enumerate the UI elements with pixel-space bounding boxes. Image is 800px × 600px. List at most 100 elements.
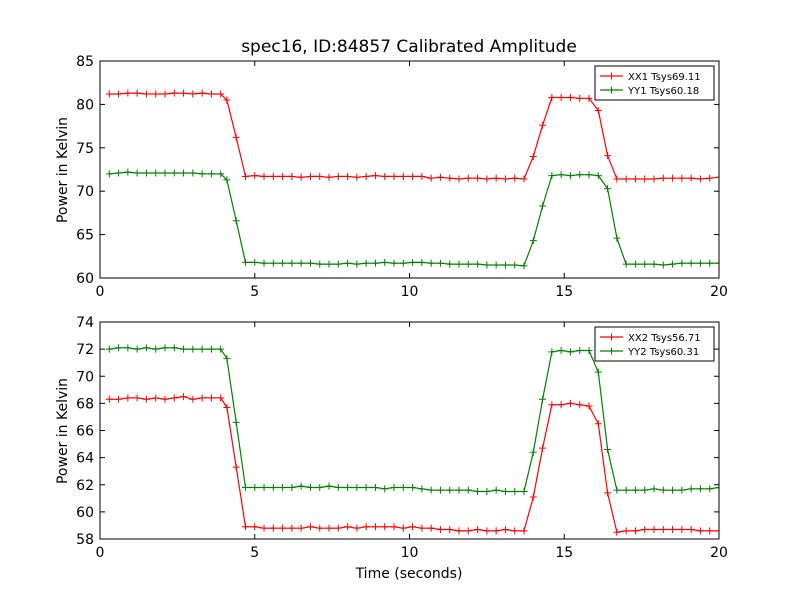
top-series-1-point [288,172,296,180]
top-series-2-point [557,171,565,179]
bottom-series-2-point [474,488,482,496]
top-series-2-point [288,259,296,267]
bottom-series-2-point [325,482,333,490]
bottom-x-tick-label: 5 [250,545,259,561]
top-series-1-point [297,173,305,181]
top-series-1-point [687,174,695,182]
bottom-series-1-point [501,526,509,534]
bottom-y-tick-label: 68 [76,396,94,412]
bottom-series-1-point [325,524,333,532]
top-y-tick-label: 65 [76,228,94,244]
bottom-series-1-point [297,524,305,532]
top-series-2-point [436,259,444,267]
top-series-2-point [115,169,123,177]
bottom-series-2-point [604,445,612,453]
bottom-series-1-point [641,526,649,534]
top-series-1-point [520,175,528,183]
bottom-legend-box [594,326,715,362]
bottom-series-1 [105,393,719,536]
top-series-2-point [604,185,612,193]
bottom-series-1-point [715,527,719,535]
top-series-2-point [223,176,231,184]
bottom-series-2-point [399,483,407,491]
top-series-2-point [152,169,160,177]
top-series-2-point [678,259,686,267]
top-series-1-point [669,174,677,182]
bottom-series-2-point [511,488,519,496]
bottom-y-tick-label: 70 [76,369,94,385]
bottom-series-1-point [604,489,612,497]
top-series-2-point [124,168,132,176]
bottom-series-1-point [399,524,407,532]
bottom-series-1-point [464,527,472,535]
top-series-2-point [418,258,426,266]
bottom-series-1-point [344,523,352,531]
top-series-1-point [362,172,370,180]
top-series-1-point [427,174,435,182]
bottom-series-1-point [198,394,206,402]
bottom-series-2-point [189,345,197,353]
bottom-series-1-point [288,524,296,532]
bottom-series-1-point [492,527,500,535]
bottom-series-2-point [585,346,593,354]
top-series-2-point [232,217,240,225]
bottom-series-2 [105,344,719,496]
top-series-2-point [511,261,519,269]
top-series-1-point [548,93,556,101]
bottom-series-1-point [418,524,426,532]
bottom-series-2-point [455,486,463,494]
bottom-series-2-point [436,486,444,494]
bottom-series-1-point [594,420,602,428]
bottom-series-2-point [142,344,150,352]
top-series-1-point [483,175,491,183]
top-series-1-point [207,90,215,98]
top-series-2-point [251,258,259,266]
bottom-series-1-point [161,395,169,403]
bottom-series-1-point [409,523,417,531]
bottom-series-1-point [520,527,528,535]
bottom-series-2-point [105,345,113,353]
top-legend-box [594,65,715,101]
top-series-1-point [566,93,574,101]
bottom-series-1-point [170,394,178,402]
bottom-series-2-point [576,346,584,354]
top-series-1-point [133,89,141,97]
top-series-1-point [279,172,287,180]
top-series-2-point [641,260,649,268]
top-series-1-point [390,172,398,180]
top-series-2-point [269,259,277,267]
bottom-series-1-point [362,523,370,531]
top-series-1-point [399,172,407,180]
top-x-tick-label: 10 [401,284,419,300]
top-x-tick-label: 5 [250,284,259,300]
bottom-series-1-point [142,395,150,403]
bottom-series-2-point [133,345,141,353]
top-series-2-point [696,259,704,267]
top-series-2-point [260,259,268,267]
bottom-series-1-point [427,524,435,532]
bottom-series-1-point [687,526,695,534]
bottom-series-2-point [631,486,639,494]
bottom-y-tick-label: 58 [76,532,94,548]
top-series-1-point [325,173,333,181]
bottom-y-axis-label: Power in Kelvin [55,378,71,484]
bottom-series-1-point [585,402,593,410]
bottom-series-1-point [390,523,398,531]
top-series-1-point [189,90,197,98]
top-series-1-point [501,175,509,183]
bottom-series-1-point [279,524,287,532]
top-series-2-point [464,260,472,268]
bottom-series-2-point [217,345,225,353]
top-series-1-point [659,174,667,182]
top-series-2-point [427,259,435,267]
top-series-2-point [142,169,150,177]
bottom-series-1-point [678,526,686,534]
bottom-series-2-point [529,448,537,456]
top-series-2-point [474,260,482,268]
bottom-series-2-point [353,483,361,491]
chart-title: spec16, ID:84857 Calibrated Amplitude [241,37,577,57]
bottom-series-2-point [362,483,370,491]
top-series-2-point [594,172,602,180]
bottom-series-1-point [232,463,240,471]
bottom-series-2-point [251,483,259,491]
